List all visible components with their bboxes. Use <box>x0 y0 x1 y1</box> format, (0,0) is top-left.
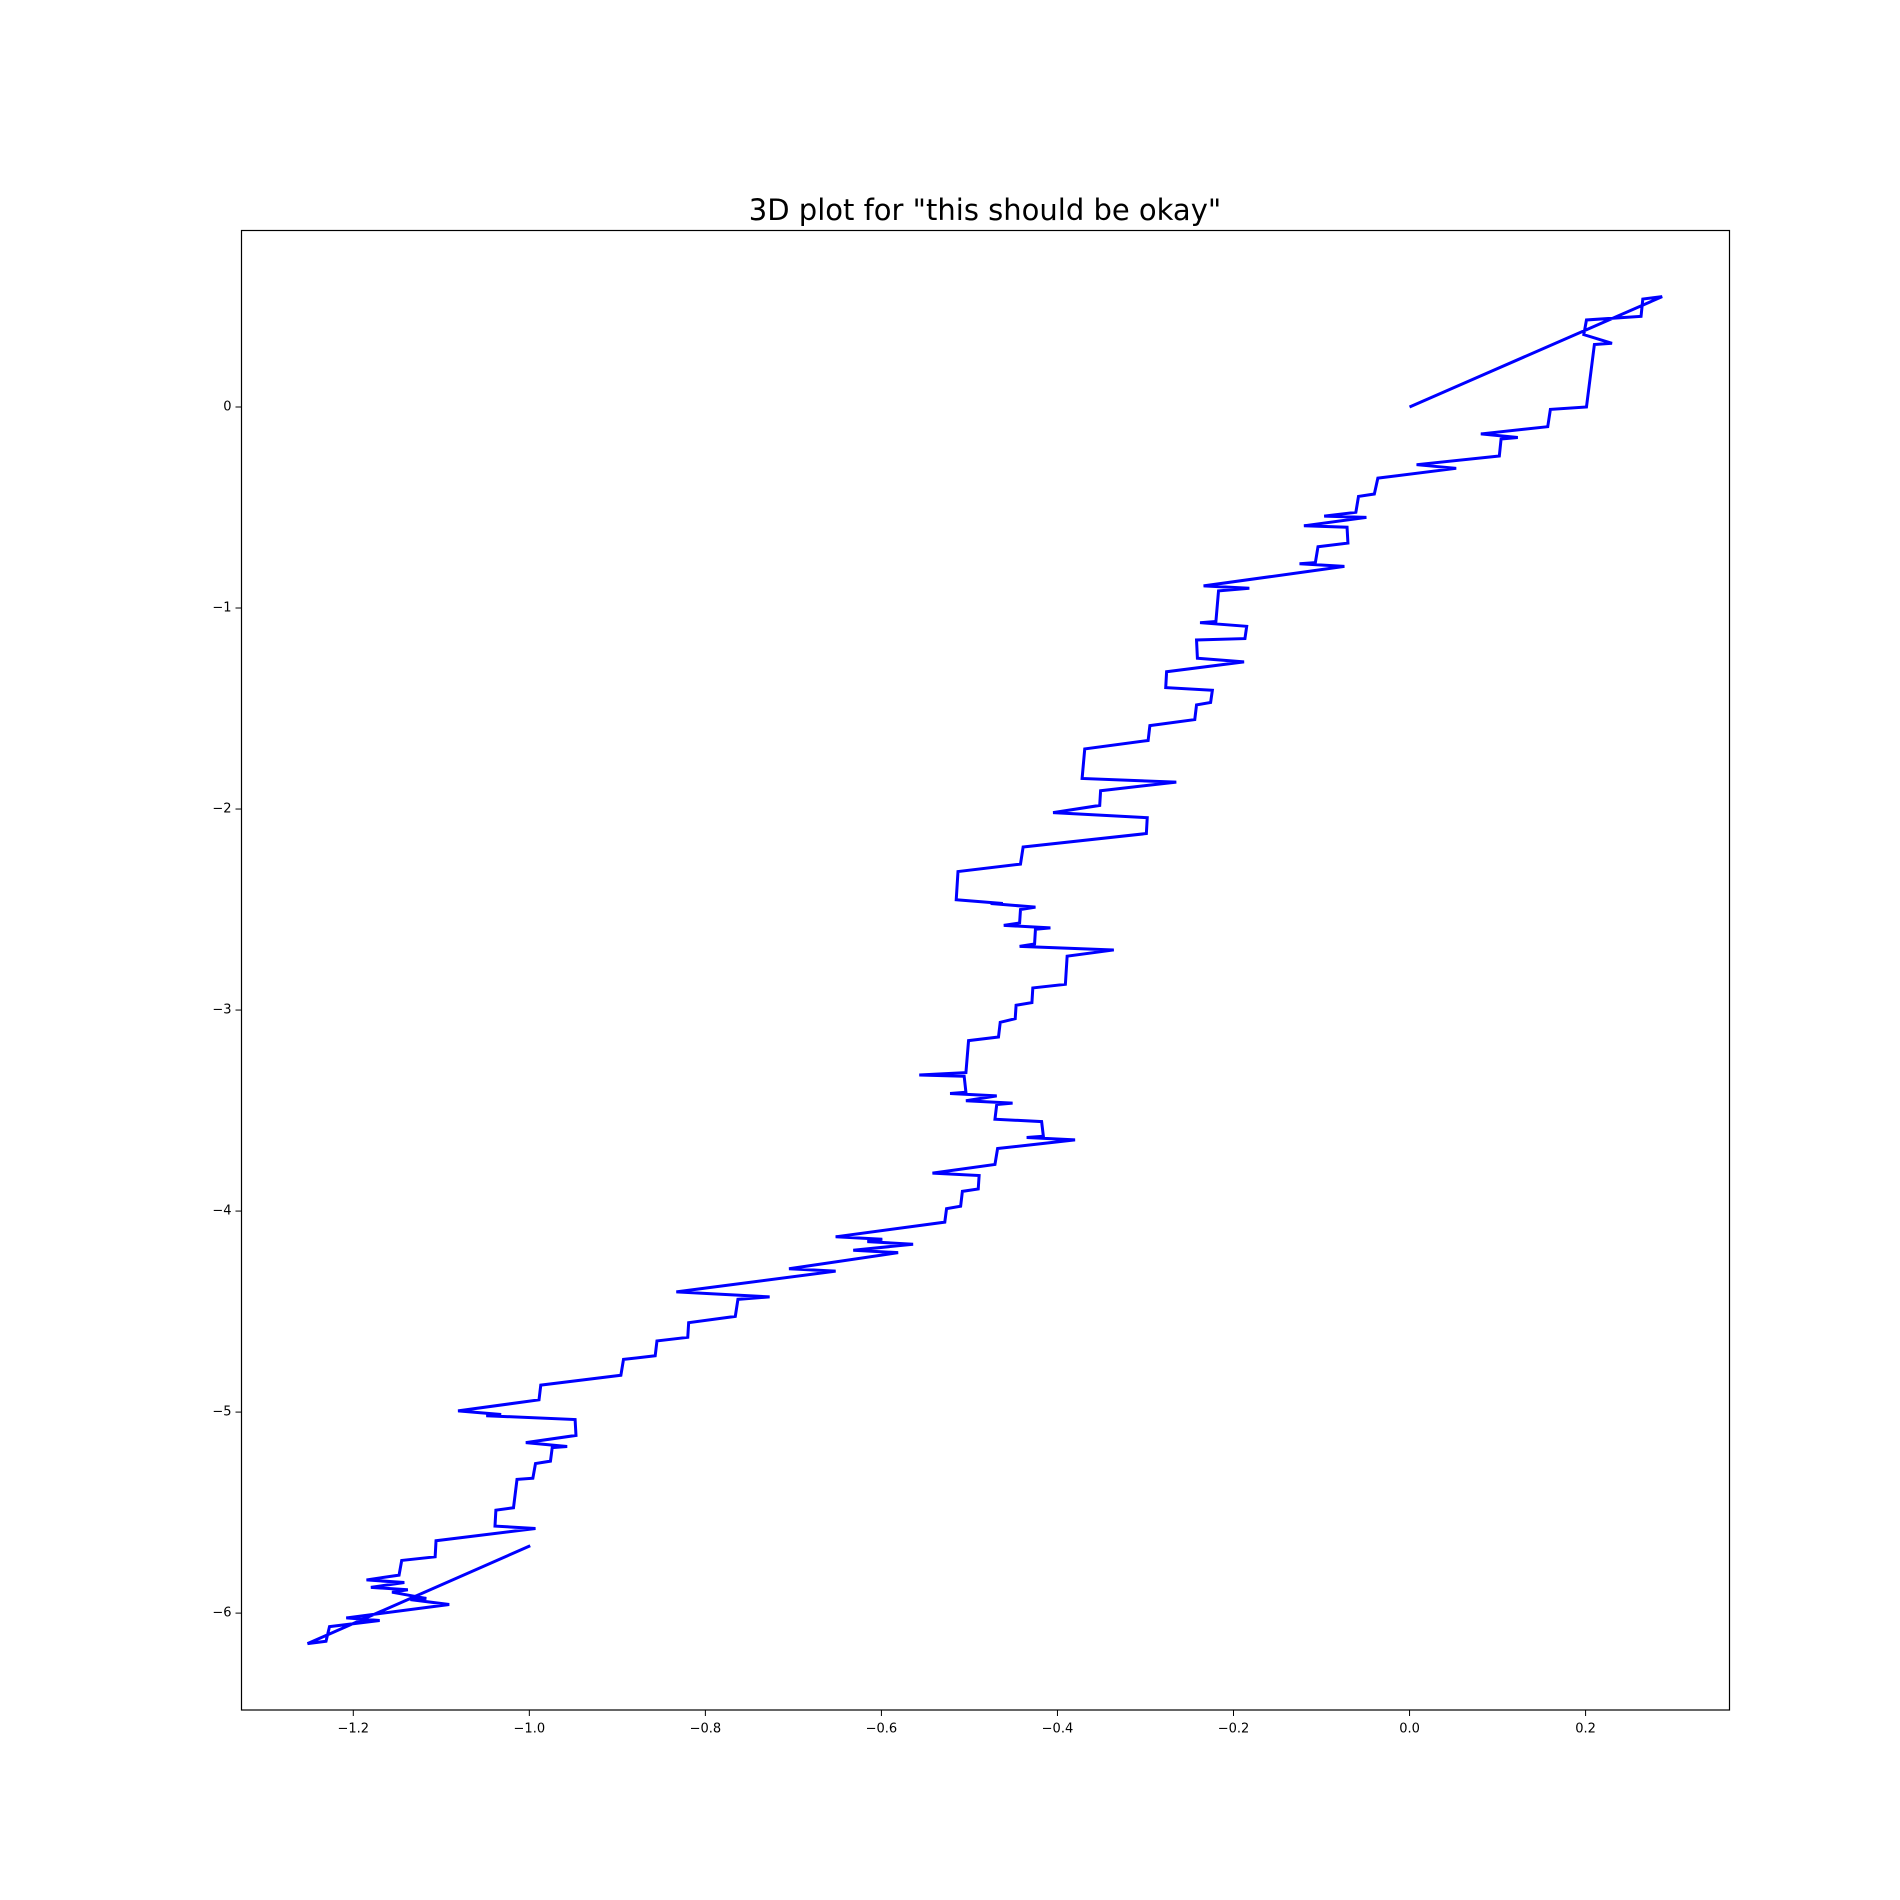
y-tick-label: −1 <box>212 601 231 616</box>
x-tick-label: −0.2 <box>1218 1722 1250 1737</box>
y-tick-label: −2 <box>212 802 231 817</box>
y-tick-label: −3 <box>212 1003 231 1018</box>
x-tick-label: 0.2 <box>1575 1722 1596 1737</box>
y-tick-label: −6 <box>212 1606 231 1621</box>
y-tick-label: 0 <box>223 399 231 414</box>
y-tick-label: −5 <box>212 1405 231 1420</box>
x-tick-label: −1.0 <box>514 1722 546 1737</box>
x-tick-label: −0.8 <box>690 1722 722 1737</box>
x-tick-label: 0.0 <box>1399 1722 1420 1737</box>
data-line <box>306 295 1663 1646</box>
x-tick-label: −0.4 <box>1042 1722 1074 1737</box>
y-tick-label: −4 <box>212 1204 231 1219</box>
x-tick-label: −1.2 <box>337 1722 369 1737</box>
axes-frame <box>240 229 1731 1711</box>
chart-title: 3D plot for "this should be okay" <box>749 193 1221 227</box>
x-tick-label: −0.6 <box>866 1722 898 1737</box>
